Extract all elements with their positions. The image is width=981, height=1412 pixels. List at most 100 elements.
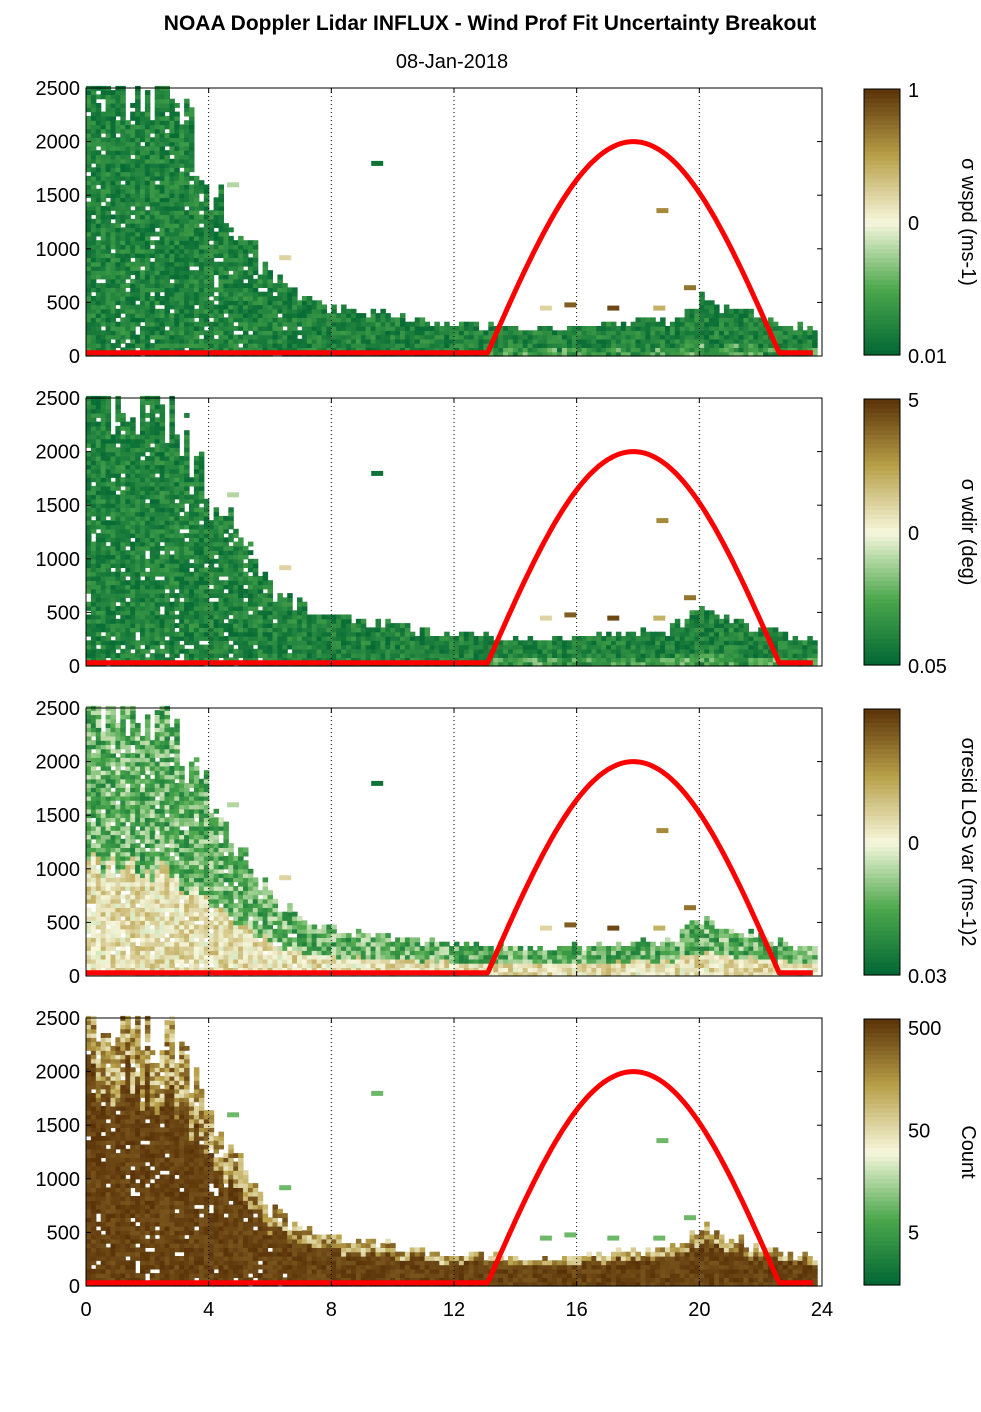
heatmap-cell (174, 158, 180, 164)
heatmap-cell (174, 326, 180, 331)
heatmap-cell (130, 111, 136, 117)
heatmap-cell (189, 597, 195, 603)
heatmap-cell (169, 197, 175, 203)
heatmap-cell (144, 464, 151, 470)
heatmap-cell (645, 326, 651, 331)
heatmap-cell (90, 640, 97, 646)
heatmap-cell (719, 317, 725, 323)
heatmap-cell (228, 550, 234, 556)
heatmap-cell (709, 326, 715, 331)
heatmap-cell (512, 330, 519, 336)
heatmap-cell (704, 338, 710, 344)
heatmap-cell (159, 107, 166, 113)
heatmap-cell (419, 334, 426, 340)
heatmap-cell (95, 300, 102, 306)
heatmap-cell (179, 128, 185, 134)
heatmap-cell (135, 503, 141, 508)
heatmap-cell (326, 631, 332, 637)
heatmap-cell (174, 537, 180, 543)
heatmap-cell (355, 636, 362, 641)
heatmap-cell (189, 580, 195, 586)
heatmap-cell (532, 347, 538, 353)
heatmap-cell (243, 588, 249, 594)
heatmap-cell (395, 631, 401, 637)
heatmap-cell (316, 317, 323, 323)
heatmap-cell (90, 240, 97, 246)
heatmap-cell (169, 653, 175, 658)
heatmap-cell (395, 330, 401, 336)
heatmap-cell (95, 648, 102, 654)
colorbar-segment (864, 195, 900, 201)
heatmap-cell (252, 558, 259, 564)
heatmap-cell (125, 137, 131, 143)
heatmap-cell (164, 563, 170, 568)
heatmap-cell (169, 115, 175, 121)
heatmap-cell (184, 154, 190, 160)
heatmap-cell (100, 464, 107, 470)
heatmap-cell (728, 317, 735, 323)
heatmap-cell (105, 334, 112, 340)
heatmap-cell (174, 287, 180, 293)
heatmap-cell (164, 244, 170, 250)
heatmap-cell (110, 326, 116, 331)
heatmap-cell (419, 347, 426, 353)
heatmap-cell (144, 537, 151, 543)
heatmap-cell (699, 326, 705, 331)
heatmap-cell (90, 257, 97, 263)
heatmap-cell (208, 218, 215, 224)
heatmap-cell (223, 240, 229, 246)
heatmap-cell (179, 338, 185, 344)
heatmap-cell (223, 593, 229, 598)
heatmap-cell (184, 167, 190, 173)
heatmap-cell (164, 283, 170, 288)
heatmap-cell (228, 601, 234, 607)
heatmap-cell (179, 567, 185, 573)
heatmap-cell (130, 171, 136, 177)
heatmap-cell (135, 227, 141, 233)
heatmap-cell (414, 653, 421, 658)
heatmap-cell (262, 330, 269, 336)
heatmap-cell (660, 330, 666, 336)
heatmap-cell (311, 627, 318, 633)
heatmap-cell (454, 653, 460, 658)
heatmap-cell (262, 623, 269, 628)
heatmap-cell (95, 657, 102, 663)
heatmap-cell (414, 317, 421, 323)
heatmap-cell (159, 648, 166, 654)
heatmap-cell (164, 447, 170, 453)
heatmap-cell (120, 137, 126, 143)
heatmap-cell (434, 338, 440, 344)
heatmap-cell (140, 648, 146, 654)
heatmap-cell (414, 347, 421, 353)
heatmap-cell (120, 317, 126, 323)
heatmap-cell (591, 330, 597, 336)
heatmap-cell (125, 481, 131, 487)
heatmap-cell (105, 304, 112, 310)
heatmap-cell (218, 274, 224, 280)
heatmap-cell (228, 304, 234, 310)
heatmap-cell (277, 636, 283, 641)
heatmap-cell (86, 94, 92, 100)
heatmap-cell (365, 657, 372, 663)
heatmap-cell (719, 334, 725, 340)
heatmap-cell (135, 313, 141, 318)
heatmap-cell (723, 351, 730, 357)
heatmap-cell (370, 313, 377, 318)
heatmap-cell (223, 623, 229, 628)
heatmap-cell (468, 648, 475, 654)
heatmap-cell (135, 451, 141, 457)
heatmap-cell (733, 343, 740, 348)
heatmap-cell (336, 631, 342, 637)
heatmap-cell (218, 248, 224, 254)
heatmap-cell (527, 351, 534, 357)
heatmap-cell (164, 115, 170, 121)
heatmap-cell (228, 330, 234, 336)
heatmap-cell (169, 274, 175, 280)
heatmap-cell (154, 171, 161, 177)
heatmap-cell (267, 631, 273, 637)
heatmap-cell (331, 623, 337, 628)
heatmap-cell (110, 503, 116, 508)
heatmap-cell (566, 338, 573, 344)
heatmap-cell (272, 653, 278, 658)
heatmap-cell (90, 115, 97, 121)
